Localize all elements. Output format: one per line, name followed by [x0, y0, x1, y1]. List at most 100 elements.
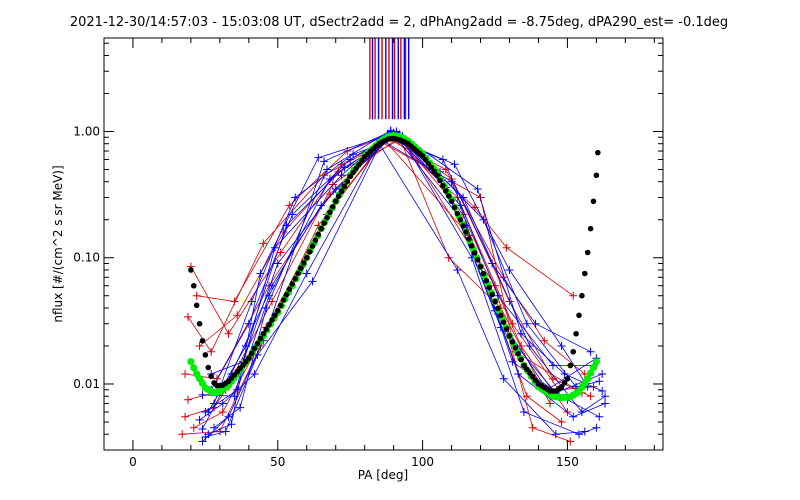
data-point-blue — [531, 319, 540, 328]
data-point-red — [557, 417, 566, 426]
fit-black-point — [419, 153, 426, 159]
data-point-blue — [195, 415, 204, 424]
data-point-red — [276, 248, 285, 257]
fit-black-point — [440, 182, 446, 189]
plot-area — [178, 38, 610, 446]
fit-black-point — [277, 302, 284, 309]
series-line-blue-9 — [202, 131, 597, 442]
fit-black-point — [454, 210, 461, 217]
fit-black-point — [463, 229, 469, 235]
fit-black-point — [347, 173, 353, 180]
fit-black-point — [495, 305, 501, 312]
fit-black-point — [269, 317, 275, 323]
fit-black-point — [579, 292, 585, 299]
fit-black-point — [263, 326, 269, 332]
fit-black-point — [202, 352, 209, 358]
fit-black-point — [564, 375, 571, 382]
data-point-red — [569, 291, 578, 300]
fit-black-point — [518, 356, 524, 363]
data-point-blue — [525, 341, 534, 350]
data-point-blue — [517, 329, 526, 338]
fit-black-point — [251, 345, 258, 352]
data-point-blue — [595, 412, 604, 421]
data-point-blue — [493, 291, 502, 300]
fit-black-point — [283, 291, 290, 298]
fit-black-point — [445, 193, 452, 199]
data-point-blue — [514, 369, 523, 378]
fit-black-point — [515, 350, 521, 357]
fit-black-point — [425, 160, 432, 167]
data-point-red — [183, 395, 192, 404]
fit-black-point — [327, 209, 333, 216]
data-point-red — [183, 312, 192, 321]
fit-green-point — [586, 369, 595, 377]
data-point-blue — [302, 269, 311, 278]
data-point-red — [502, 243, 511, 252]
data-point-red — [528, 423, 537, 432]
data-point-blue — [236, 403, 245, 412]
fit-black-point — [509, 339, 516, 345]
data-point-blue — [473, 185, 482, 194]
data-point-blue — [569, 412, 578, 421]
fit-black-point — [492, 298, 498, 305]
fit-black-point — [335, 193, 342, 200]
fit-black-point — [303, 254, 310, 261]
data-point-red — [259, 239, 268, 248]
series-line-blue-13 — [213, 129, 606, 429]
fit-black-point — [457, 216, 464, 223]
data-point-blue — [438, 155, 447, 164]
data-point-blue — [323, 165, 332, 174]
fit-black-point — [298, 265, 304, 272]
series-line-blue-10 — [205, 133, 603, 413]
series-line-blue-11 — [208, 135, 589, 435]
fit-black-point — [205, 364, 212, 371]
fit-black-point — [483, 277, 490, 284]
data-point-blue — [349, 150, 358, 159]
fit-black-point — [489, 291, 495, 298]
data-point-red — [586, 392, 595, 401]
fit-black-point — [498, 312, 504, 319]
fit-green-point — [190, 364, 198, 372]
data-point-blue — [273, 259, 282, 268]
fit-black-point — [448, 198, 455, 205]
data-point-red — [181, 369, 190, 378]
data-point-blue — [519, 407, 528, 416]
fit-black-point — [280, 297, 287, 303]
fit-black-point — [356, 161, 362, 168]
fit-black-point — [295, 270, 301, 277]
fit-black-point — [289, 281, 296, 287]
fit-black-point — [272, 312, 278, 319]
data-point-red — [546, 399, 555, 408]
fit-black-point — [286, 286, 293, 293]
fit-black-point — [451, 204, 458, 211]
fit-green-point — [589, 363, 598, 372]
fit-black-point — [480, 270, 487, 277]
data-point-blue — [453, 265, 462, 274]
data-point-blue — [288, 210, 297, 219]
data-point-blue — [247, 297, 256, 306]
data-point-blue — [198, 437, 207, 446]
data-point-blue — [198, 425, 207, 433]
fit-black-point — [330, 203, 336, 210]
fit-black-point — [558, 383, 565, 390]
plot-frame — [103, 37, 664, 451]
data-point-red — [230, 297, 239, 306]
fit-black-point — [469, 243, 475, 249]
fit-black-point — [428, 164, 435, 171]
data-point-blue — [230, 392, 239, 401]
fit-black-point — [257, 335, 264, 342]
data-point-red — [540, 336, 549, 345]
data-point-blue — [218, 399, 227, 408]
fit-black-point — [338, 188, 345, 195]
x-tick-label: 100 — [411, 455, 434, 469]
fit-black-point — [506, 333, 513, 339]
fit-black-point — [301, 260, 307, 266]
x-axis-label: PA [deg] — [358, 468, 408, 482]
series-line-red-7 — [184, 141, 583, 418]
data-point-red — [212, 374, 221, 383]
fit-black-point — [466, 236, 472, 242]
y-tick-label: 0.10 — [73, 251, 100, 265]
fit-black-point — [350, 169, 356, 176]
fit-black-point — [477, 263, 484, 270]
